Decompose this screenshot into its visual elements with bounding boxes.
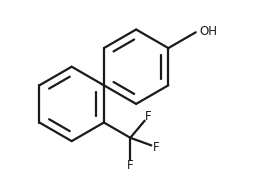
Text: F: F	[127, 159, 134, 172]
Text: OH: OH	[199, 25, 217, 38]
Text: F: F	[145, 110, 151, 123]
Text: F: F	[153, 141, 159, 154]
